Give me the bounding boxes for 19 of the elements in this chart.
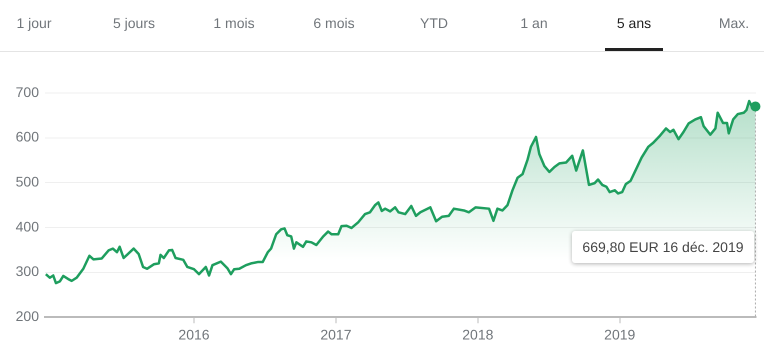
x-tick-label: 2018 <box>462 326 494 342</box>
text: 6 mois <box>313 15 355 31</box>
x-tick-label: 2016 <box>178 326 210 342</box>
text: 5 jours <box>112 15 156 31</box>
text: 1 mois <box>213 15 255 31</box>
text: 1 an <box>520 15 548 31</box>
y-tick-label: 600 <box>16 128 40 145</box>
x-tick-label: 2017 <box>320 326 352 342</box>
y-tick-label: 300 <box>16 263 40 280</box>
y-tick-label: 700 <box>16 84 40 100</box>
text: 5 ans <box>616 15 652 31</box>
text: YTD <box>420 15 448 31</box>
y-tick-label: 400 <box>16 218 40 234</box>
y-tick-label: 200 <box>16 308 40 324</box>
text: 1 jour <box>16 15 52 31</box>
y-tick-label: 500 <box>16 174 40 190</box>
annotation: 669,80 EUR 16 déc. 2019 <box>572 231 754 264</box>
x-tick-label: 2019 <box>604 326 636 342</box>
text: Max. <box>718 15 750 31</box>
